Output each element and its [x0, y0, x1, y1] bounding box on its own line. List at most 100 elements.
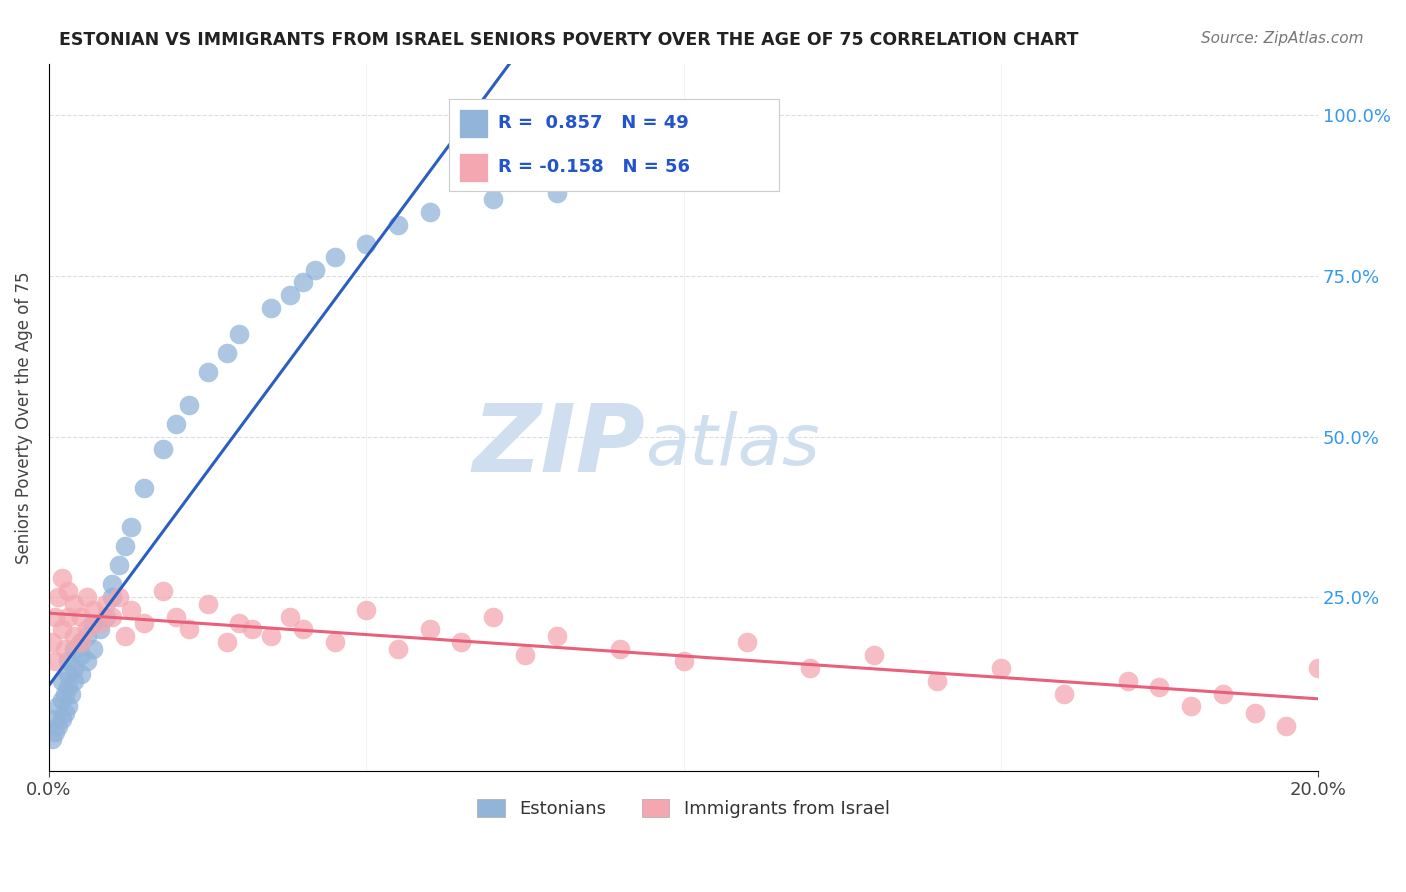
Point	[53, 641, 76, 656]
Point	[356, 603, 378, 617]
Point	[228, 326, 250, 341]
Point	[1053, 687, 1076, 701]
Point	[735, 635, 758, 649]
Point	[76, 623, 98, 637]
Point	[513, 648, 536, 662]
Y-axis label: Seniors Poverty Over the Age of 75: Seniors Poverty Over the Age of 75	[15, 271, 32, 564]
Point	[278, 609, 301, 624]
Point	[41, 635, 63, 649]
Point	[165, 417, 187, 431]
Point	[1212, 687, 1234, 701]
Point	[101, 577, 124, 591]
Point	[63, 597, 86, 611]
Point	[44, 712, 66, 726]
Point	[799, 661, 821, 675]
Point	[609, 641, 631, 656]
Point	[323, 250, 346, 264]
Point	[1116, 673, 1139, 688]
Point	[56, 699, 79, 714]
Point	[69, 635, 91, 649]
Point	[89, 623, 111, 637]
Point	[41, 731, 63, 746]
Point	[114, 629, 136, 643]
Point	[53, 687, 76, 701]
Point	[177, 623, 200, 637]
Point	[304, 262, 326, 277]
Point	[546, 629, 568, 643]
Point	[482, 609, 505, 624]
Point	[101, 591, 124, 605]
Point	[134, 615, 156, 630]
Point	[356, 236, 378, 251]
Point	[1180, 699, 1202, 714]
Point	[56, 655, 79, 669]
Point	[240, 623, 263, 637]
Point	[260, 629, 283, 643]
Point	[278, 288, 301, 302]
Point	[197, 597, 219, 611]
Point	[114, 539, 136, 553]
Point	[134, 481, 156, 495]
Point	[51, 693, 73, 707]
Point	[177, 398, 200, 412]
Point	[51, 571, 73, 585]
Point	[82, 615, 104, 630]
Point	[990, 661, 1012, 675]
Point	[215, 346, 238, 360]
Point	[69, 609, 91, 624]
Legend: Estonians, Immigrants from Israel: Estonians, Immigrants from Israel	[470, 791, 897, 825]
Point	[228, 615, 250, 630]
Point	[121, 519, 143, 533]
Point	[69, 667, 91, 681]
Point	[76, 655, 98, 669]
Point	[82, 603, 104, 617]
Point	[82, 641, 104, 656]
Point	[101, 609, 124, 624]
Point	[1308, 661, 1330, 675]
Point	[121, 603, 143, 617]
Point	[1243, 706, 1265, 720]
Point	[53, 706, 76, 720]
Point	[94, 597, 117, 611]
Point	[672, 655, 695, 669]
Point	[56, 583, 79, 598]
Point	[76, 629, 98, 643]
Text: Source: ZipAtlas.com: Source: ZipAtlas.com	[1201, 31, 1364, 46]
Point	[63, 629, 86, 643]
Point	[63, 673, 86, 688]
Point	[197, 365, 219, 379]
Text: atlas: atlas	[645, 411, 820, 480]
Point	[89, 615, 111, 630]
Point	[863, 648, 886, 662]
Point	[63, 641, 86, 656]
Point	[56, 609, 79, 624]
Point	[63, 661, 86, 675]
Point	[76, 591, 98, 605]
Point	[927, 673, 949, 688]
Text: ZIP: ZIP	[472, 400, 645, 491]
Point	[56, 680, 79, 694]
Point	[69, 635, 91, 649]
Point	[1275, 719, 1298, 733]
Point	[51, 673, 73, 688]
Point	[419, 204, 441, 219]
Point	[51, 623, 73, 637]
Point	[165, 609, 187, 624]
Point	[152, 442, 174, 457]
Point	[48, 699, 70, 714]
Point	[94, 609, 117, 624]
Point	[107, 591, 129, 605]
Point	[1149, 680, 1171, 694]
Point	[482, 192, 505, 206]
Point	[387, 641, 409, 656]
Point	[260, 301, 283, 315]
Point	[546, 186, 568, 200]
Text: ESTONIAN VS IMMIGRANTS FROM ISRAEL SENIORS POVERTY OVER THE AGE OF 75 CORRELATIO: ESTONIAN VS IMMIGRANTS FROM ISRAEL SENIO…	[59, 31, 1078, 49]
Point	[152, 583, 174, 598]
Point	[44, 609, 66, 624]
Point	[51, 712, 73, 726]
Point	[56, 667, 79, 681]
Point	[323, 635, 346, 649]
Point	[107, 558, 129, 573]
Point	[44, 725, 66, 739]
